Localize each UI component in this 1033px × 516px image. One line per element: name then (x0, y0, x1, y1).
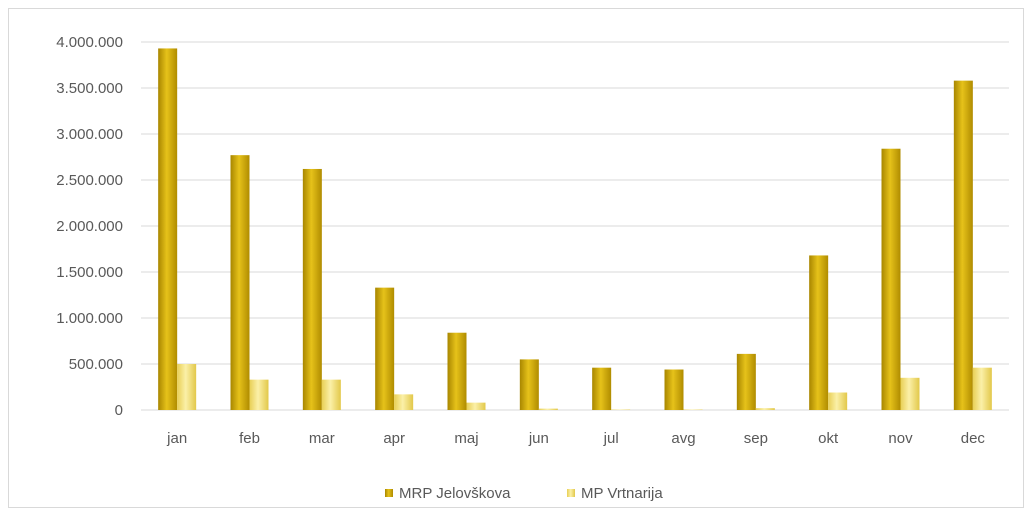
y-tick-label: 1.500.000 (56, 264, 123, 281)
x-tick-label: mar (309, 430, 335, 447)
bar-feb-series-0 (230, 155, 250, 410)
bar-sep-series-0 (736, 353, 756, 410)
x-tick-label: jul (603, 430, 619, 447)
y-tick-label: 3.500.000 (56, 80, 123, 97)
legend-swatch-mp-vrtnarija (567, 489, 575, 497)
y-axis: 0 500.000 1.000.000 1.500.000 2.000.000 2.500… (56, 34, 123, 419)
legend-label-mrp-jelovskova: MRP Jelovškova (399, 485, 511, 502)
bar-nov-series-1 (900, 377, 920, 410)
y-tick-label: 1.000.000 (56, 310, 123, 327)
chart-frame: 0 500.000 1.000.000 1.500.000 2.000.000 2.500… (8, 8, 1024, 508)
legend-label-mp-vrtnarija: MP Vrtnarija (581, 485, 663, 502)
y-tick-label: 2.000.000 (56, 218, 123, 235)
x-tick-label: avg (671, 430, 695, 447)
x-tick-label: sep (744, 430, 768, 447)
x-tick-label: nov (888, 430, 913, 447)
bar-chart: 0 500.000 1.000.000 1.500.000 2.000.000 2.500… (56, 34, 1009, 502)
y-tick-label: 4.000.000 (56, 34, 123, 51)
bar-maj-series-1 (466, 402, 486, 410)
grid-lines (141, 41, 1009, 411)
y-tick-label: 0 (115, 402, 123, 419)
legend: MRP Jelovškova MP Vrtnarija (385, 485, 663, 502)
bar-avg-series-0 (664, 369, 684, 410)
bar-jan-series-1 (177, 364, 197, 410)
bar-sep-series-1 (755, 408, 775, 410)
y-tick-label: 500.000 (69, 356, 123, 373)
bar-nov-series-0 (881, 148, 901, 410)
y-tick-label: 3.000.000 (56, 126, 123, 143)
x-tick-label: dec (961, 430, 986, 447)
x-tick-label: feb (239, 430, 260, 447)
bar-jun-series-1 (538, 408, 558, 410)
x-tick-label: okt (818, 430, 839, 447)
bar-apr-series-0 (375, 287, 395, 410)
bar-jun-series-0 (519, 359, 539, 410)
x-tick-label: jan (166, 430, 187, 447)
y-tick-label: 2.500.000 (56, 172, 123, 189)
bar-dec-series-1 (972, 367, 992, 410)
bar-okt-series-1 (828, 392, 848, 410)
x-tick-label: maj (454, 430, 478, 447)
bar-jul-series-0 (592, 367, 612, 410)
bar-okt-series-0 (809, 255, 829, 410)
bar-mar-series-1 (321, 379, 341, 410)
bar-dec-series-0 (953, 80, 973, 410)
x-tick-label: jun (528, 430, 549, 447)
x-tick-label: apr (383, 430, 405, 447)
bar-feb-series-1 (249, 379, 269, 410)
bar-jan-series-0 (158, 48, 178, 410)
bar-mar-series-0 (302, 168, 322, 410)
bars (158, 48, 992, 410)
x-axis: jan feb mar apr maj jun jul avg sep okt nov dec (166, 430, 985, 447)
legend-swatch-mrp-jelovskova (385, 489, 393, 497)
bar-apr-series-1 (394, 394, 414, 410)
bar-maj-series-0 (447, 332, 467, 410)
